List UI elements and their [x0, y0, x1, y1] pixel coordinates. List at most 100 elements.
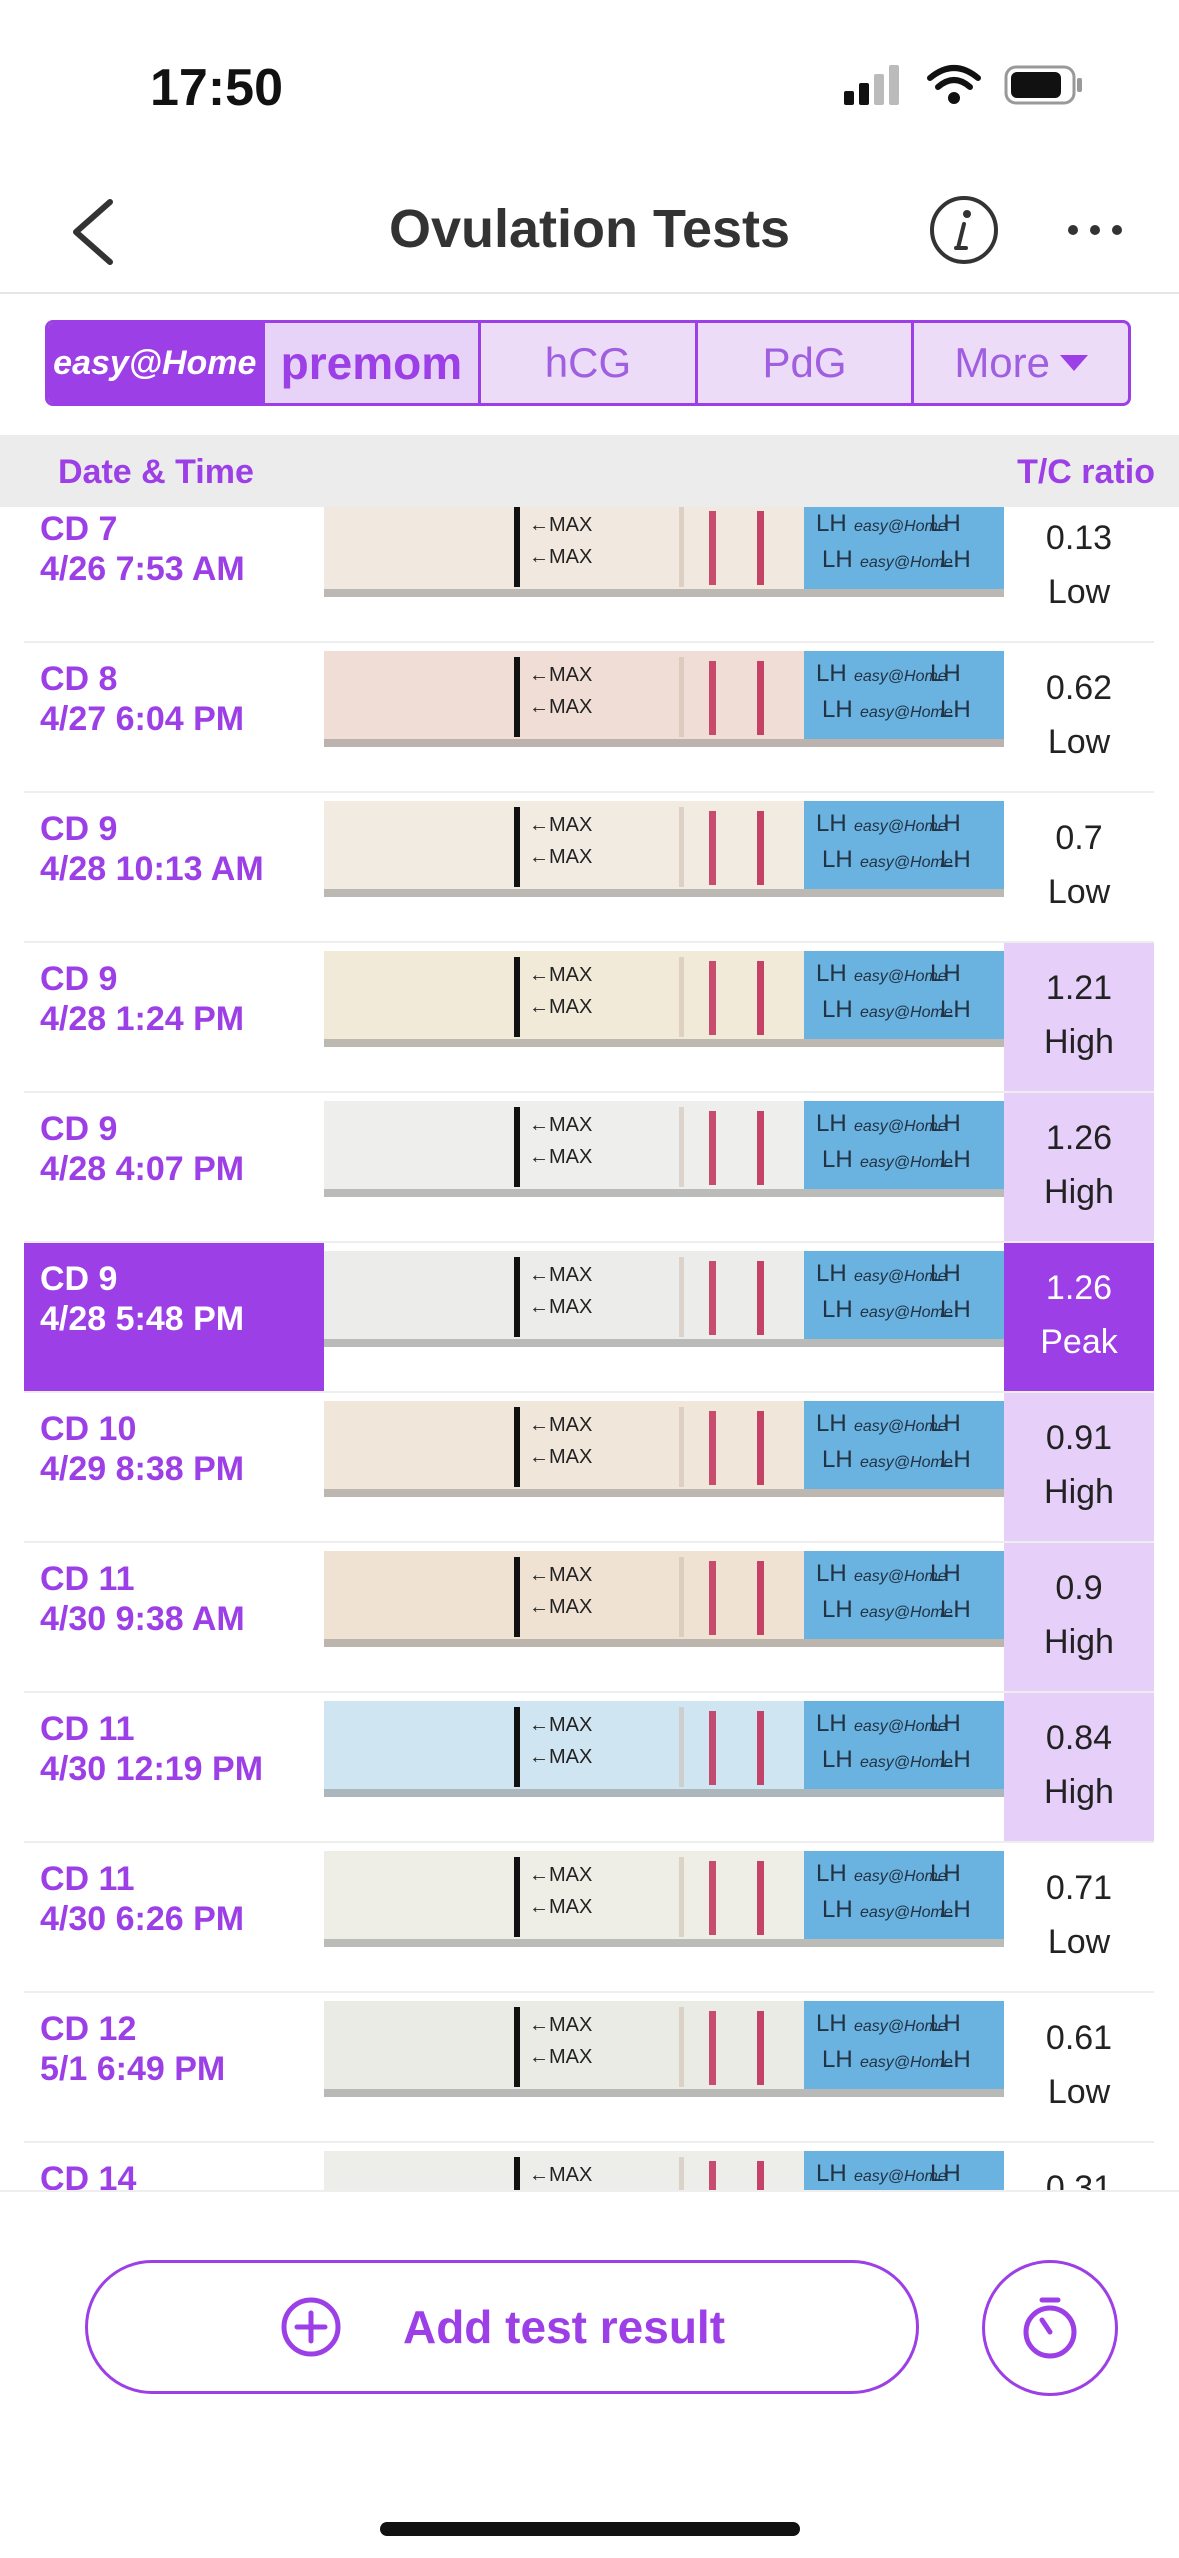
more-dots-icon — [1068, 225, 1122, 235]
strip-brand-label: easy@Home — [854, 1418, 947, 1435]
row-date-time: CD 9 4/28 10:13 AM — [24, 793, 324, 941]
strip-max-label: ←MAX — [529, 1864, 592, 1886]
tc-ratio-value: 1.26 — [1045, 1269, 1113, 1307]
info-button[interactable] — [928, 194, 1000, 266]
strip-lh-label: LH — [930, 1860, 961, 1887]
strip-brand-label: easy@Home — [860, 1904, 953, 1921]
strip-brand-label: easy@Home — [854, 668, 947, 685]
test-datetime: 4/27 6:04 PM — [40, 700, 245, 738]
list-item[interactable]: CD 9 4/28 10:13 AM ←MAX ←MAX LH easy@Home LH LH… — [24, 793, 1154, 943]
row-date-time: CD 7 4/26 7:53 AM — [24, 507, 324, 641]
tc-level-label: Peak — [1040, 1323, 1118, 1361]
test-datetime: 4/29 8:38 PM — [40, 1450, 245, 1488]
strip-brand-label: easy@Home — [854, 2168, 947, 2185]
brand-filter-tabs: easy@Home premom hCG PdG More — [45, 320, 1131, 406]
strip-lh-label: LH — [822, 1296, 853, 1323]
strip-max-label: ←MAX — [529, 696, 592, 718]
cycle-day: CD 9 — [40, 960, 118, 998]
list-item[interactable]: CD 10 4/29 8:38 PM ←MAX ←MAX LH easy@Home LH LH… — [24, 1393, 1154, 1543]
strip-max-label: ←MAX — [529, 1746, 592, 1768]
tc-level-label: High — [1044, 1473, 1114, 1511]
add-test-result-button[interactable]: Add test result — [85, 2260, 919, 2394]
strip-brand-label: easy@Home — [860, 1154, 953, 1171]
tab-hcg[interactable]: hCG — [481, 323, 698, 403]
tc-level-label: High — [1044, 1173, 1114, 1211]
strip-brand-label: easy@Home — [860, 1454, 953, 1471]
list-item[interactable]: CD 9 4/28 5:48 PM ←MAX ←MAX LH easy@Home LH LH e… — [24, 1243, 1154, 1393]
strip-max-label: ←MAX — [529, 1446, 592, 1468]
timer-button[interactable] — [982, 2260, 1118, 2396]
strip-lh-label: LH — [940, 1296, 971, 1323]
strip-lh-label: LH — [940, 996, 971, 1023]
strip-brand-label: easy@Home — [860, 1304, 953, 1321]
strip-lh-label: LH — [822, 1746, 853, 1773]
row-date-time: CD 12 5/1 6:49 PM — [24, 1993, 324, 2141]
tab-more[interactable]: More — [914, 323, 1128, 403]
cycle-day: CD 8 — [40, 660, 118, 698]
tc-level-label: Low — [1047, 2073, 1111, 2111]
strip-lh-label: LH — [822, 696, 853, 723]
strip-lh-label: LH — [816, 1110, 847, 1137]
strip-max-label: ←MAX — [529, 546, 592, 568]
strip-brand-label: easy@Home — [860, 2054, 953, 2071]
strip-lh-label: LH — [940, 1596, 971, 1623]
strip-max-label: ←MAX — [529, 814, 592, 836]
strip-lh-label: LH — [930, 1560, 961, 1587]
list-item[interactable]: CD 12 5/1 6:49 PM ←MAX ←MAX LH easy@Home LH LH e… — [24, 1993, 1154, 2143]
strip-lh-label: LH — [930, 660, 961, 687]
strip-max-label: ←MAX — [529, 1264, 592, 1286]
test-datetime: 4/28 4:07 PM — [40, 1150, 245, 1188]
strip-lh-label: LH — [822, 1896, 853, 1923]
strip-lh-label: LH — [930, 960, 961, 987]
info-icon — [930, 196, 998, 264]
stopwatch-icon — [1023, 2297, 1077, 2359]
tc-ratio-cell: 1.26 High — [1004, 1093, 1154, 1241]
tc-ratio-cell: 0.31 — [1004, 2143, 1154, 2190]
list-item[interactable]: CD 14←MAX←MAXLHeasy@HomeLHLHeasy@HomeLH0… — [24, 2143, 1154, 2190]
tc-ratio-cell: 0.91 High — [1004, 1393, 1154, 1541]
strip-lh-label: LH — [816, 660, 847, 687]
list-item[interactable]: CD 11 4/30 12:19 PM ←MAX ←MAX LH easy@Home LH L… — [24, 1693, 1154, 1843]
row-date-time: CD 11 4/30 12:19 PM — [24, 1693, 324, 1841]
cycle-day: CD 9 — [40, 810, 118, 848]
cycle-day: CD 14 — [40, 2160, 137, 2190]
list-item[interactable]: CD 11 4/30 9:38 AM ←MAX ←MAX LH easy@Home LH LH… — [24, 1543, 1154, 1693]
strip-lh-label: LH — [930, 1260, 961, 1287]
list-item[interactable]: CD 9 4/28 4:07 PM ←MAX ←MAX LH easy@Home LH LH e… — [24, 1093, 1154, 1243]
test-results-list[interactable]: CD 7 4/26 7:53 AM ←MAX ←MAX LH easy@Home LH LH e… — [0, 507, 1179, 2190]
strip-lh-label: LH — [816, 1260, 847, 1287]
tc-ratio-cell: 0.61 Low — [1004, 1993, 1154, 2141]
row-date-time: CD 9 4/28 1:24 PM — [24, 943, 324, 1091]
tc-level-label: Low — [1047, 573, 1111, 611]
strip-max-label: ←MAX — [529, 1296, 592, 1318]
strip-lh-label: LH — [940, 2046, 971, 2073]
premom-logo-label: premom — [280, 337, 463, 389]
battery-icon — [1004, 65, 1082, 105]
tab-easy-home[interactable]: easy@Home — [48, 323, 265, 403]
list-item[interactable]: CD 9 4/28 1:24 PM ←MAX ←MAX LH easy@Home LH LH e… — [24, 943, 1154, 1093]
list-item[interactable]: CD 7 4/26 7:53 AM ←MAX ←MAX LH easy@Home LH LH e… — [24, 507, 1154, 643]
list-item[interactable]: CD 8 4/27 6:04 PM ←MAX ←MAX LH easy@Home LH LH e… — [24, 643, 1154, 793]
list-item[interactable]: CD 11 4/30 6:26 PM ←MAX ←MAX LH easy@Home LH LH… — [24, 1843, 1154, 1993]
back-button[interactable] — [60, 192, 130, 272]
strip-brand-label: easy@Home — [854, 818, 947, 835]
tab-pdg[interactable]: PdG — [698, 323, 915, 403]
strip-brand-label: easy@Home — [860, 854, 953, 871]
wifi-icon — [927, 65, 981, 104]
more-options-button[interactable] — [1065, 210, 1125, 250]
tab-premom[interactable]: premom — [264, 323, 482, 403]
strip-lh-label: LH — [816, 2160, 847, 2187]
tc-ratio-cell: 0.13 Low — [1004, 507, 1154, 641]
